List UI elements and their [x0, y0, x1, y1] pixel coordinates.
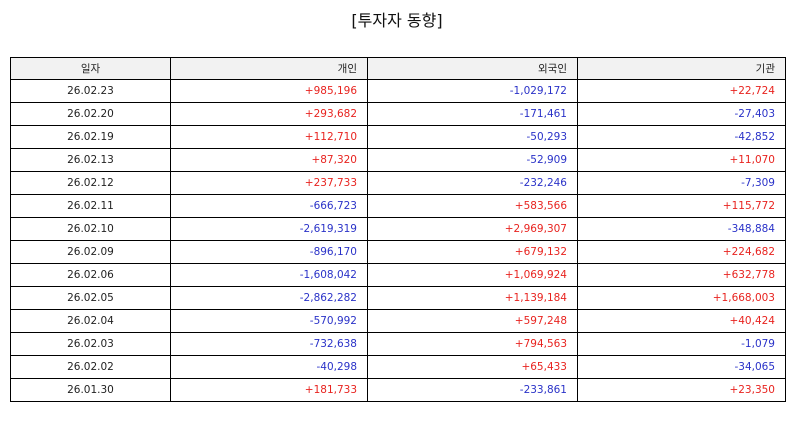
cell-institution: -34,065: [577, 355, 786, 379]
table-row: 26.02.19 +112,710 -50,293 -42,852: [10, 125, 786, 149]
cell-individual: -570,992: [170, 309, 368, 333]
cell-foreign: +2,969,307: [367, 217, 578, 241]
table-body: 26.02.23 +985,196 -1,029,172 +22,724 26.02.2…: [10, 79, 786, 402]
cell-date: 26.02.06: [10, 263, 171, 287]
cell-foreign: -171,461: [367, 102, 578, 126]
cell-individual: +87,320: [170, 148, 368, 172]
table-row: 26.02.04 -570,992 +597,248 +40,424: [10, 309, 786, 333]
cell-institution: -7,309: [577, 171, 786, 195]
cell-foreign: +583,566: [367, 194, 578, 218]
table-row: 26.02.03 -732,638 +794,563 -1,079: [10, 332, 786, 356]
table-row: 26.02.12 +237,733 -232,246 -7,309: [10, 171, 786, 195]
cell-individual: +112,710: [170, 125, 368, 149]
cell-foreign: +679,132: [367, 240, 578, 264]
cell-foreign: -232,246: [367, 171, 578, 195]
cell-date: 26.02.13: [10, 148, 171, 172]
cell-institution: +632,778: [577, 263, 786, 287]
cell-date: 26.02.23: [10, 79, 171, 103]
cell-date: 26.02.04: [10, 309, 171, 333]
header-foreign: 외국인: [367, 57, 578, 80]
cell-individual: +293,682: [170, 102, 368, 126]
cell-foreign: +597,248: [367, 309, 578, 333]
cell-individual: -2,619,319: [170, 217, 368, 241]
cell-individual: -2,862,282: [170, 286, 368, 310]
cell-individual: +237,733: [170, 171, 368, 195]
cell-institution: -27,403: [577, 102, 786, 126]
cell-institution: -348,884: [577, 217, 786, 241]
cell-foreign: -52,909: [367, 148, 578, 172]
cell-date: 26.02.20: [10, 102, 171, 126]
cell-date: 26.02.02: [10, 355, 171, 379]
table-row: 26.02.10 -2,619,319 +2,969,307 -348,884: [10, 217, 786, 241]
cell-individual: +181,733: [170, 378, 368, 402]
cell-date: 26.02.11: [10, 194, 171, 218]
page-title: [투자자 동향]: [351, 11, 443, 30]
cell-date: 26.02.03: [10, 332, 171, 356]
cell-institution: -42,852: [577, 125, 786, 149]
cell-date: 26.02.05: [10, 286, 171, 310]
header-institution: 기관: [577, 57, 786, 80]
cell-institution: +22,724: [577, 79, 786, 103]
cell-date: 26.02.10: [10, 217, 171, 241]
cell-foreign: +1,139,184: [367, 286, 578, 310]
table-row: 26.01.30 +181,733 -233,861 +23,350: [10, 378, 786, 402]
table-row: 26.02.11 -666,723 +583,566 +115,772: [10, 194, 786, 218]
header-date: 일자: [10, 57, 171, 80]
cell-institution: +11,070: [577, 148, 786, 172]
cell-foreign: -1,029,172: [367, 79, 578, 103]
table-row: 26.02.13 +87,320 -52,909 +11,070: [10, 148, 786, 172]
cell-foreign: -50,293: [367, 125, 578, 149]
cell-institution: +1,668,003: [577, 286, 786, 310]
cell-institution: +23,350: [577, 378, 786, 402]
cell-individual: +985,196: [170, 79, 368, 103]
cell-institution: +224,682: [577, 240, 786, 264]
cell-institution: +40,424: [577, 309, 786, 333]
cell-date: 26.02.12: [10, 171, 171, 195]
cell-institution: +115,772: [577, 194, 786, 218]
cell-individual: -896,170: [170, 240, 368, 264]
cell-individual: -732,638: [170, 332, 368, 356]
cell-individual: -1,608,042: [170, 263, 368, 287]
investor-trend-table: 일자 개인 외국인 기관 26.02.23 +985,196 -1,029,172 +…: [10, 57, 786, 402]
table-row: 26.02.23 +985,196 -1,029,172 +22,724: [10, 79, 786, 103]
table-row: 26.02.05 -2,862,282 +1,139,184 +1,668,003: [10, 286, 786, 310]
table-row: 26.02.02 -40,298 +65,433 -34,065: [10, 355, 786, 379]
table-row: 26.02.20 +293,682 -171,461 -27,403: [10, 102, 786, 126]
cell-foreign: +794,563: [367, 332, 578, 356]
cell-date: 26.02.19: [10, 125, 171, 149]
cell-foreign: +65,433: [367, 355, 578, 379]
header-individual: 개인: [170, 57, 368, 80]
table-row: 26.02.06 -1,608,042 +1,069,924 +632,778: [10, 263, 786, 287]
cell-individual: -666,723: [170, 194, 368, 218]
cell-foreign: +1,069,924: [367, 263, 578, 287]
cell-individual: -40,298: [170, 355, 368, 379]
table-header-row: 일자 개인 외국인 기관: [10, 57, 786, 80]
cell-date: 26.02.09: [10, 240, 171, 264]
cell-date: 26.01.30: [10, 378, 171, 402]
cell-institution: -1,079: [577, 332, 786, 356]
cell-foreign: -233,861: [367, 378, 578, 402]
table-row: 26.02.09 -896,170 +679,132 +224,682: [10, 240, 786, 264]
